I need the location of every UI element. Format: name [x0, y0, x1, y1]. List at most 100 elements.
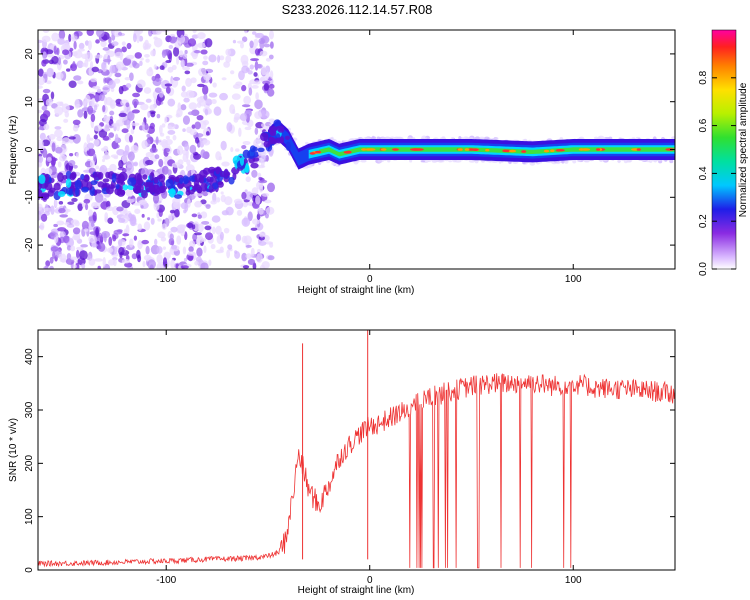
noise-blob: [162, 246, 167, 250]
noise-blob: [136, 79, 146, 89]
noise-blob: [153, 37, 163, 48]
noise-blob: [268, 54, 274, 60]
noise-blob: [168, 44, 174, 49]
noise-blob: [72, 60, 76, 71]
noise-blob: [266, 182, 275, 193]
noise-blob: [101, 147, 107, 152]
noise-blob: [58, 30, 66, 40]
ridge-blob: [277, 128, 285, 133]
spectrogram-y-label: Frequency (Hz): [8, 116, 19, 185]
ridge-blob: [285, 141, 291, 151]
noise-blob: [167, 98, 176, 107]
noise-blob: [254, 48, 261, 56]
noise-blob: [73, 75, 82, 81]
ridge-blob: [194, 173, 203, 183]
noise-blob: [164, 116, 168, 124]
noise-blob: [57, 38, 65, 45]
ridge-blob: [117, 173, 125, 184]
noise-blob: [121, 155, 128, 163]
ridge-blob: [226, 171, 231, 177]
noise-blob: [68, 33, 72, 43]
spread-blob: [583, 159, 590, 163]
noise-blob: [196, 32, 206, 40]
snr-y-tick-label: 400: [24, 348, 35, 365]
snr-axes: -100 0 100 0 100 200 300 400: [24, 330, 675, 586]
ridge-peak: [521, 150, 527, 153]
ridge-blob: [197, 186, 203, 194]
noise-blob: [243, 30, 248, 34]
noise-blob: [187, 111, 195, 116]
noise-blob: [125, 189, 134, 197]
noise-blob: [208, 92, 218, 98]
ridge-peak: [550, 149, 555, 153]
noise-blob: [62, 49, 70, 56]
ridge-blob: [208, 184, 214, 193]
noise-blob: [258, 176, 263, 181]
noise-blob: [189, 240, 196, 249]
noise-blob: [200, 262, 209, 269]
noise-blob: [247, 258, 256, 266]
noise-blob: [192, 233, 198, 241]
ridge-blob: [80, 179, 89, 189]
noise-blob: [269, 30, 274, 40]
noise-blob: [93, 104, 98, 111]
ridge-blob: [223, 168, 229, 179]
noise-blob: [50, 91, 55, 100]
noise-blob: [268, 83, 275, 89]
noise-blob: [134, 208, 141, 214]
noise-blob: [112, 234, 117, 242]
noise-blob: [196, 247, 203, 257]
spectrogram-x-tick-label: 0: [367, 274, 373, 285]
ridge-blob: [69, 172, 76, 181]
noise-blob: [107, 54, 111, 65]
noise-blob: [131, 109, 140, 114]
noise-blob: [188, 195, 192, 200]
noise-blob: [247, 70, 253, 75]
noise-blob: [190, 77, 197, 84]
noise-blob: [93, 139, 100, 147]
noise-blob: [141, 239, 150, 245]
noise-blob: [187, 38, 197, 47]
noise-blob: [107, 217, 114, 224]
ridge-blob: [165, 178, 174, 189]
noise-blob: [63, 235, 70, 244]
noise-blob: [118, 32, 123, 36]
noise-blob: [262, 80, 271, 85]
ridge-blob: [90, 180, 98, 186]
noise-blob: [66, 245, 72, 251]
noise-blob: [65, 68, 71, 72]
noise-blob: [85, 147, 90, 151]
noise-blob: [224, 196, 233, 206]
noise-blob: [192, 30, 197, 34]
noise-blob: [204, 108, 209, 116]
noise-blob: [83, 228, 89, 232]
noise-blob: [86, 148, 96, 157]
noise-blob: [38, 126, 44, 131]
noise-blob: [99, 93, 106, 102]
noise-blob: [92, 211, 97, 222]
noise-blob: [68, 80, 77, 88]
noise-blob: [41, 139, 51, 147]
noise-blob: [204, 38, 213, 48]
noise-blob: [38, 155, 44, 164]
colorbar-tick-label: 0.4: [698, 166, 709, 180]
noise-blob: [225, 206, 234, 216]
noise-blob: [252, 203, 260, 210]
noise-blob: [188, 102, 198, 110]
noise-blob: [269, 41, 274, 49]
noise-blob: [121, 128, 129, 134]
noise-blob: [220, 191, 224, 195]
noise-blob: [226, 249, 231, 259]
noise-blob: [76, 249, 80, 259]
ridge-peak: [556, 148, 565, 152]
noise-blob: [242, 265, 250, 269]
ridge-blob: [215, 166, 221, 175]
noise-blob: [197, 83, 205, 88]
noise-blob: [116, 206, 124, 212]
ridge-peak: [457, 148, 463, 151]
snr-x-tick-label: 0: [367, 575, 373, 586]
noise-blob: [165, 60, 172, 64]
spread-blob: [646, 160, 650, 163]
noise-blob: [48, 59, 54, 65]
